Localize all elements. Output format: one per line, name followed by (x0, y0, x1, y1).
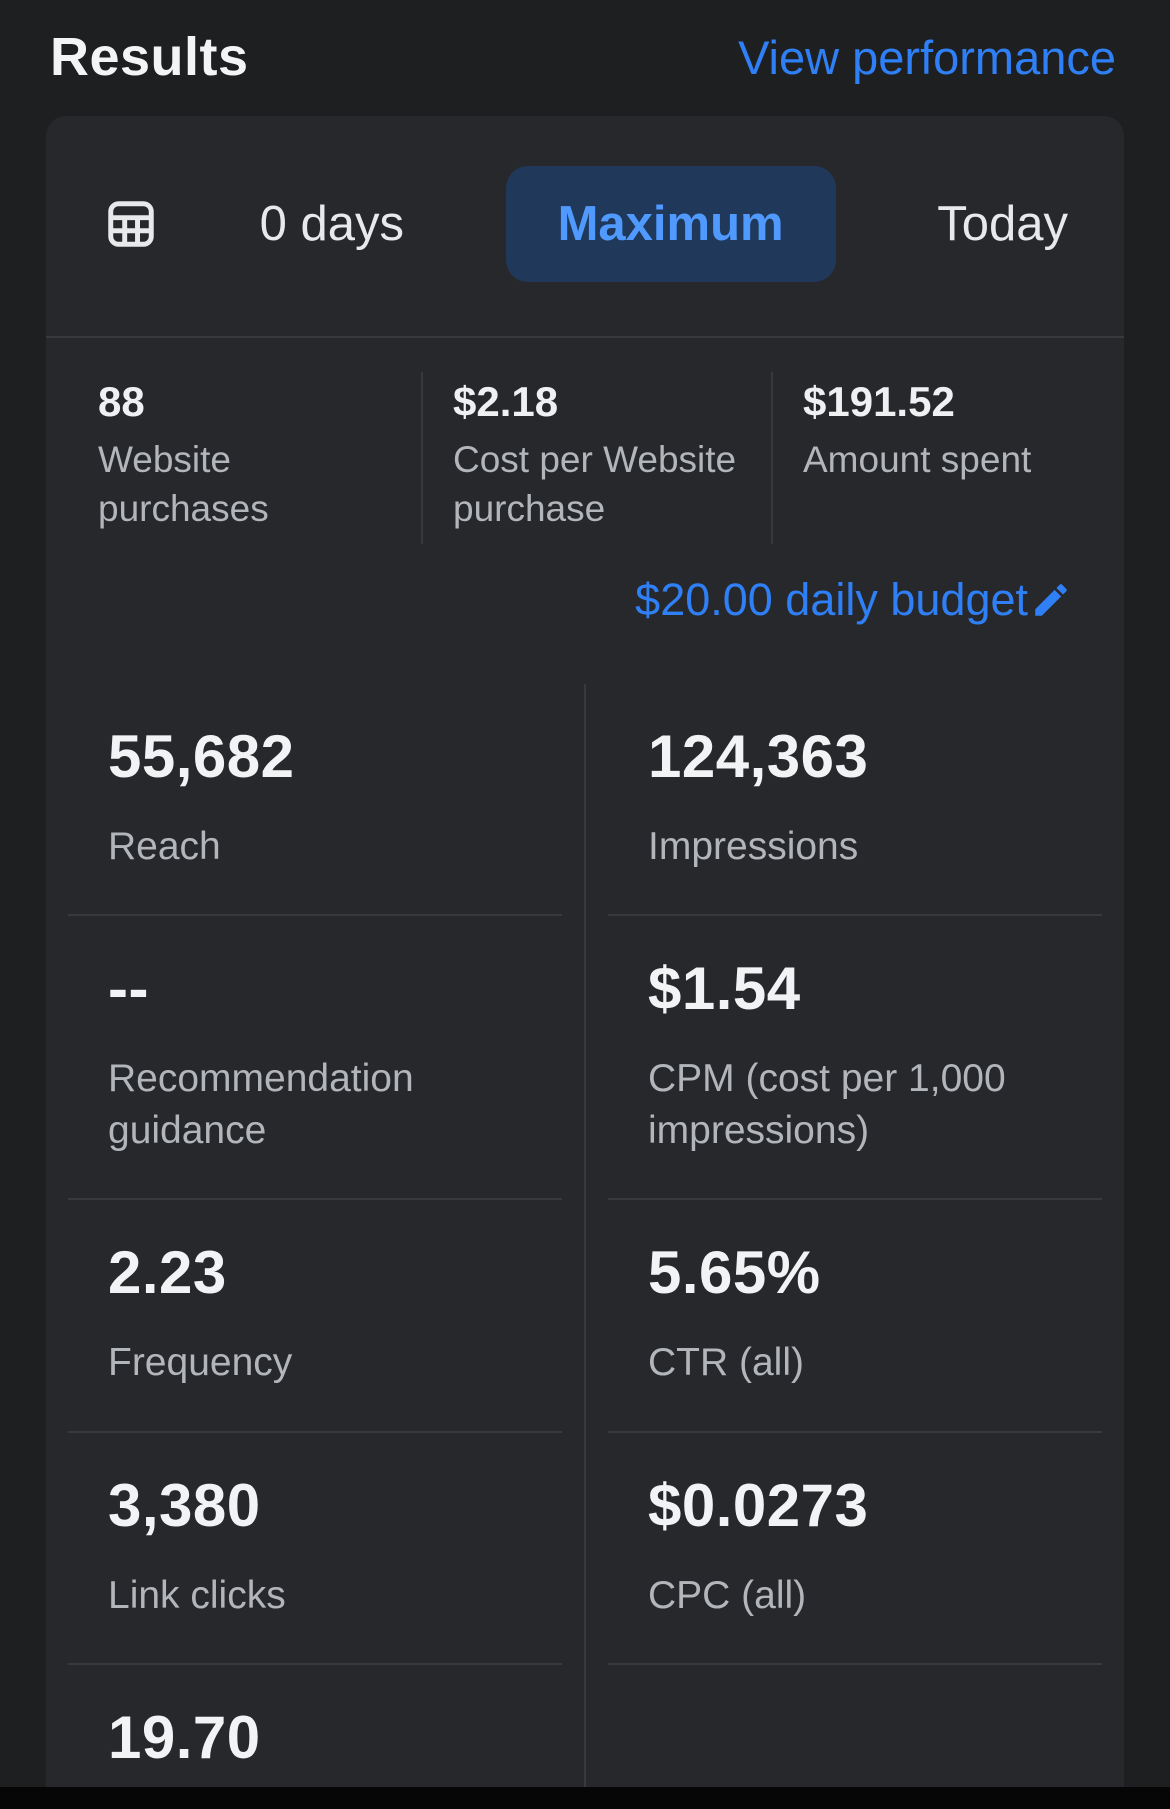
results-card: 0 days Maximum Today 88 Website purchase… (46, 116, 1124, 1809)
summary-value: 88 (98, 378, 145, 425)
metric-value: $0.0273 (648, 1471, 869, 1539)
metric-value: 2.23 (108, 1239, 227, 1307)
summary-label: Amount spent (803, 439, 1032, 480)
budget-row: $20.00 daily budget (46, 544, 1124, 626)
metric-frequency: 2.23 Frequency (68, 1200, 562, 1433)
metric-label: Link clicks (108, 1573, 286, 1617)
summary-label: Cost per Website purchase (453, 439, 737, 529)
metrics-right-column: 124,363 Impressions $1.54 CPM (cost per … (584, 683, 1124, 1809)
edit-pencil-icon (1030, 579, 1072, 621)
metric-recommendation-guidance: -- Recommendation guidance (68, 916, 562, 1201)
metric-label: Impressions (648, 824, 859, 868)
metric-value: 3,380 (108, 1471, 261, 1539)
bottom-bar (0, 1787, 1170, 1809)
metric-impressions: 124,363 Impressions (608, 684, 1102, 917)
metric-cpc: $0.0273 CPC (all) (608, 1433, 1102, 1665)
metric-label: CTR (all) (648, 1341, 804, 1385)
tab-today[interactable]: Today (937, 197, 1068, 251)
metric-value: 19.70 (108, 1704, 261, 1771)
metric-cpm: $1.54 CPM (cost per 1,000 impressions) (608, 916, 1102, 1201)
metric-value: 5.65% (648, 1239, 821, 1307)
metric-label: Reach (108, 824, 221, 868)
summary-label: Website purchases (98, 439, 269, 529)
summary-row: 88 Website purchases $2.18 Cost per Webs… (46, 338, 1124, 544)
metrics-grid: 55,682 Reach -- Recommendation guidance … (46, 683, 1124, 1809)
metric-label: CPM (cost per 1,000 impressions) (648, 1057, 1006, 1152)
metric-value: -- (108, 955, 149, 1023)
tab-maximum[interactable]: Maximum (505, 166, 836, 282)
budget-label: $20.00 daily budget (635, 573, 1028, 625)
summary-value: $2.18 (453, 378, 559, 425)
metric-label: Recommendation guidance (108, 1057, 414, 1152)
metrics-left-column: 55,682 Reach -- Recommendation guidance … (46, 684, 584, 1809)
page-title: Results (50, 27, 249, 87)
tabs-divider (46, 336, 1124, 338)
summary-value: $191.52 (803, 378, 955, 425)
metric-reach: 55,682 Reach (68, 684, 562, 917)
summary-amount-spent: $191.52 Amount spent (771, 372, 1124, 544)
metric-value: $1.54 (648, 955, 801, 1023)
metric-value: 55,682 (108, 722, 295, 790)
view-performance-link[interactable]: View performance (738, 30, 1116, 84)
tab-30-days[interactable]: 0 days (259, 197, 404, 251)
metric-ctr: 5.65% CTR (all) (608, 1200, 1102, 1433)
date-range-tabs: 0 days Maximum Today (46, 116, 1124, 336)
metric-purchase-roas: 19.70 Purchase ROAS (return on ad spend) (68, 1665, 562, 1809)
summary-website-purchases: 88 Website purchases (46, 372, 421, 544)
metric-link-clicks: 3,380 Link clicks (68, 1433, 562, 1665)
metric-label: Frequency (108, 1341, 293, 1385)
metric-label: CPC (all) (648, 1573, 807, 1617)
calendar-grid-icon[interactable] (104, 197, 158, 251)
header: Results View performance (0, 0, 1170, 116)
summary-cost-per-purchase: $2.18 Cost per Website purchase (421, 372, 771, 544)
daily-budget-link[interactable]: $20.00 daily budget (635, 574, 1072, 626)
metric-value: 124,363 (648, 722, 869, 790)
